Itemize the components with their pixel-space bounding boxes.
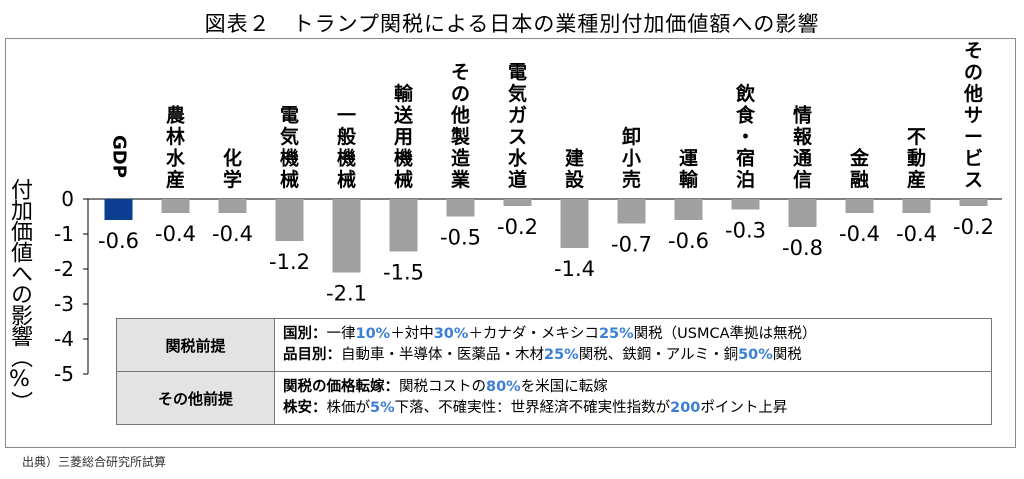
- highlight-value: 25%: [544, 347, 579, 363]
- highlight-value: 80%: [486, 379, 521, 395]
- category-label: その他サービス: [963, 40, 983, 191]
- bar: [218, 199, 247, 213]
- highlight-value: 50%: [738, 347, 773, 363]
- y-axis-label: 付加価値への影響（%）: [7, 178, 32, 412]
- assumption-text: 関税: [772, 347, 802, 363]
- y-tick-label: -2: [54, 257, 74, 281]
- data-label: -0.4: [839, 222, 880, 246]
- source-note: 出典）三菱総合研究所試算: [22, 455, 167, 469]
- category-label: 不動産: [907, 126, 926, 191]
- data-label: -0.6: [668, 229, 709, 253]
- data-label: -0.6: [98, 229, 139, 253]
- highlight-value: 5%: [370, 400, 395, 416]
- assumption-text: ＋カナダ・メキシコ: [468, 326, 599, 342]
- data-label: -0.4: [212, 222, 253, 246]
- data-label: -1.5: [383, 261, 424, 285]
- bar: [446, 199, 475, 217]
- bar: [731, 199, 760, 210]
- data-label: -1.2: [269, 250, 310, 274]
- category-label: 電気機械: [280, 105, 299, 192]
- y-tick-label: -3: [54, 292, 74, 316]
- chart-title: 図表２ トランプ関税による日本の業種別付加価値額への影響: [204, 12, 820, 36]
- y-tick-label: -5: [54, 362, 74, 386]
- assumption-text: 下落、不確実性：世界経済不確実性指数が: [394, 400, 671, 416]
- bar: [902, 199, 931, 213]
- assumption-text: 国別：: [283, 326, 327, 342]
- assumption-text: 品目別：: [283, 347, 341, 363]
- data-label: -0.4: [155, 222, 196, 246]
- assumption-text: を米国に転嫁: [520, 379, 608, 395]
- category-label: 一般機械: [337, 105, 356, 192]
- assumption-header-tariff: 関税前提: [116, 318, 275, 372]
- assumptions-table: 関税前提 国別：一律10%＋対中30%＋カナダ・メキシコ25%関税（USMCA準…: [116, 318, 992, 425]
- assumption-line: 国別：一律10%＋対中30%＋カナダ・メキシコ25%関税（USMCA準拠は無税）: [283, 324, 991, 345]
- bar: [389, 199, 418, 252]
- y-tick-label: 0: [61, 187, 74, 211]
- bar: [161, 199, 190, 213]
- bar: [845, 199, 874, 213]
- bar: [275, 199, 304, 241]
- assumption-body-tariff: 国別：一律10%＋対中30%＋カナダ・メキシコ25%関税（USMCA準拠は無税）…: [274, 318, 992, 372]
- bar: [503, 199, 532, 206]
- data-label: -0.2: [953, 215, 994, 239]
- category-label: 輸送用機械: [394, 82, 414, 191]
- chart-frame: [5, 38, 1016, 448]
- assumption-text: 関税（USMCA準拠は無税）: [633, 326, 817, 342]
- assumption-text: 関税、鉄鋼・アルミ・銅: [578, 347, 739, 363]
- highlight-value: 25%: [598, 326, 634, 342]
- assumption-line: 品目別：自動車・半導体・医薬品・木材25%関税、鉄鋼・アルミ・銅50%関税: [283, 345, 991, 366]
- bar: [560, 199, 589, 248]
- category-label: 運輸: [679, 148, 699, 192]
- assumption-line: 株安：株価が5%下落、不確実性：世界経済不確実性指数が200ポイント上昇: [283, 398, 991, 419]
- data-label: -0.5: [440, 226, 481, 250]
- highlight-value: 30%: [433, 326, 469, 342]
- bar: [104, 199, 133, 220]
- assumption-text: ポイント上昇: [700, 400, 788, 416]
- bar: [617, 199, 646, 224]
- assumption-text: 関税コストの: [399, 379, 486, 395]
- assumption-text: ＋対中: [390, 326, 434, 342]
- assumption-row-tariff: 関税前提 国別：一律10%＋対中30%＋カナダ・メキシコ25%関税（USMCA準…: [116, 318, 992, 372]
- data-label: -0.7: [611, 233, 652, 257]
- data-label: -1.4: [554, 257, 595, 281]
- highlight-value: 200: [670, 400, 701, 416]
- assumption-text: 一律: [326, 326, 356, 342]
- category-label: その他製造業: [450, 62, 471, 192]
- assumption-text: 自動車・半導体・医薬品・木材: [341, 347, 544, 363]
- y-tick-label: -4: [54, 327, 74, 351]
- data-label: -0.4: [896, 222, 937, 246]
- data-label: -0.2: [497, 215, 538, 239]
- data-label: -0.8: [782, 236, 823, 260]
- assumption-text: 株価が: [326, 400, 371, 416]
- assumption-text: 関税の価格転嫁：: [283, 379, 399, 395]
- category-label: 情報通信: [793, 104, 813, 192]
- assumption-text: 株安：: [283, 400, 327, 416]
- category-label: 卸小売: [622, 125, 641, 191]
- category-label: 化学: [223, 147, 242, 192]
- category-label: 金融: [849, 147, 870, 192]
- assumption-body-other: 関税の価格転嫁：関税コストの80%を米国に転嫁 株安：株価が5%下落、不確実性：世…: [274, 371, 992, 425]
- bar: [788, 199, 817, 227]
- category-label: 農林水産: [166, 105, 186, 192]
- category-label: GDP: [109, 135, 130, 178]
- bar: [332, 199, 361, 273]
- assumption-header-other: その他前提: [116, 371, 275, 425]
- assumption-line: 関税の価格転嫁：関税コストの80%を米国に転嫁: [283, 377, 991, 398]
- category-label: 飲食・宿泊: [735, 82, 756, 191]
- data-label: -0.3: [725, 219, 766, 243]
- y-tick-label: -1: [54, 222, 74, 246]
- data-label: -2.1: [326, 282, 367, 306]
- bar: [674, 199, 703, 220]
- category-label: 建設: [565, 147, 585, 192]
- assumption-row-other: その他前提 関税の価格転嫁：関税コストの80%を米国に転嫁 株安：株価が5%下落、…: [116, 371, 992, 425]
- category-label: 電気ガス水道: [508, 62, 528, 192]
- bar: [959, 199, 988, 206]
- highlight-value: 10%: [355, 326, 391, 342]
